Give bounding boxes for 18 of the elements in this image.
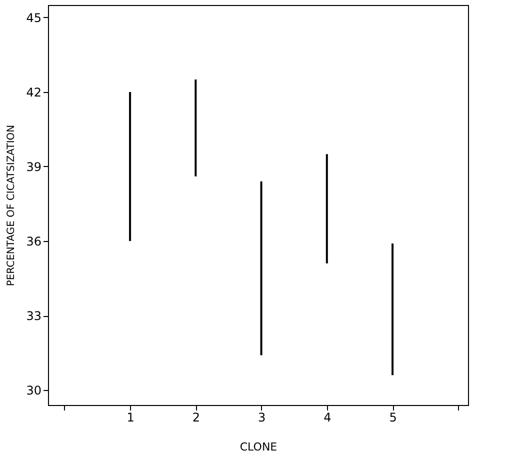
x-tick-label: 1 bbox=[126, 410, 134, 424]
x-tick-label: 3 bbox=[258, 410, 266, 424]
x-axis-title: CLONE bbox=[240, 440, 278, 454]
bar bbox=[392, 244, 394, 376]
y-tick-label: 39 bbox=[26, 160, 42, 174]
y-tick-label: 42 bbox=[26, 85, 42, 100]
y-tick-label: 36 bbox=[26, 234, 42, 249]
y-tick-label: 33 bbox=[26, 309, 42, 324]
y-tick-label: 30 bbox=[26, 384, 42, 398]
x-tick-label: 2 bbox=[192, 410, 200, 424]
bar bbox=[326, 154, 328, 264]
y-tick-label: 45 bbox=[26, 10, 42, 25]
x-tick-label: 5 bbox=[389, 410, 397, 424]
bar bbox=[260, 181, 262, 356]
y-axis-title: PERCENTAGE OF CICATSIZATION bbox=[6, 124, 18, 286]
x-tick-label: 4 bbox=[324, 410, 332, 424]
bar bbox=[129, 92, 132, 242]
bar bbox=[194, 80, 197, 176]
